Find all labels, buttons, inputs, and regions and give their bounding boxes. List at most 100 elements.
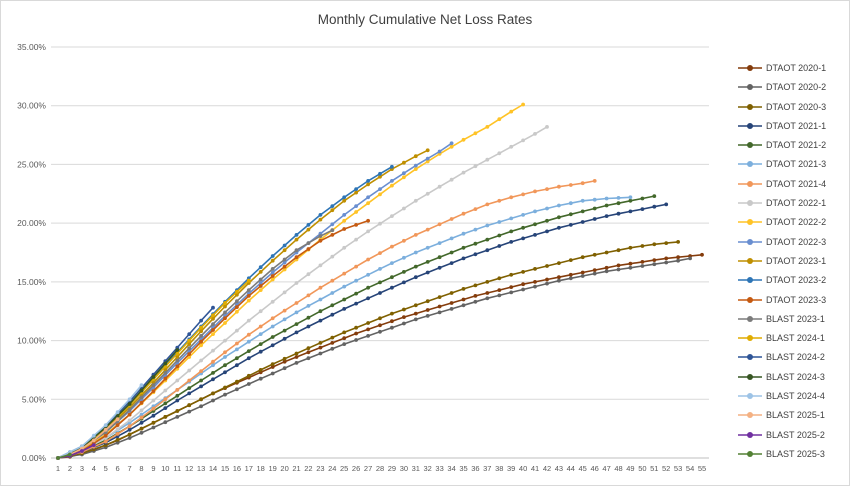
legend-item[interactable]: DTAOT 2021-2 xyxy=(738,140,848,150)
legend-item[interactable]: BLAST 2023-1 xyxy=(738,314,848,324)
series-marker xyxy=(211,313,215,318)
legend-item[interactable]: DTAOT 2023-2 xyxy=(738,275,848,285)
series-marker xyxy=(390,275,394,280)
x-tick-label: 48 xyxy=(614,464,622,473)
series-marker xyxy=(330,233,335,237)
x-tick-label: 13 xyxy=(197,464,205,473)
series-marker xyxy=(282,257,287,262)
legend-item[interactable]: DTAOT 2021-4 xyxy=(738,179,848,189)
legend-marker-icon xyxy=(738,354,762,361)
series-marker xyxy=(533,189,537,194)
series-marker xyxy=(568,201,573,206)
series-marker xyxy=(616,211,621,216)
series-marker xyxy=(604,269,609,274)
series-marker xyxy=(103,423,108,427)
legend-marker-icon xyxy=(738,65,762,71)
series-marker xyxy=(497,244,502,248)
series-marker xyxy=(306,350,311,355)
legend-item[interactable]: DTAOT 2021-1 xyxy=(738,121,848,131)
legend-item[interactable]: DTAOT 2022-1 xyxy=(738,198,848,208)
x-tick-label: 51 xyxy=(650,464,658,473)
legend-item[interactable]: DTAOT 2023-1 xyxy=(738,256,848,266)
series-marker xyxy=(258,324,263,329)
series-marker xyxy=(115,417,120,422)
series-marker xyxy=(270,343,275,348)
series-marker xyxy=(521,287,525,292)
series-marker xyxy=(425,245,430,250)
series-marker xyxy=(366,195,370,200)
legend-item[interactable]: BLAST 2024-3 xyxy=(738,372,848,382)
y-tick-label: 20.00% xyxy=(17,218,46,228)
legend-marker-icon xyxy=(738,431,762,438)
series-marker xyxy=(378,280,382,285)
legend-item[interactable]: DTAOT 2023-3 xyxy=(738,295,848,305)
legend-label: DTAOT 2020-2 xyxy=(766,82,827,93)
series-marker xyxy=(294,310,299,315)
legend-item[interactable]: DTAOT 2021-3 xyxy=(738,159,848,169)
x-tick-label: 16 xyxy=(233,464,241,473)
legend-item[interactable]: DTAOT 2020-3 xyxy=(738,102,848,112)
series-marker xyxy=(485,202,490,207)
series-marker xyxy=(270,254,275,258)
series-marker xyxy=(413,163,418,168)
series-marker xyxy=(282,336,287,341)
series-marker xyxy=(342,271,347,276)
series-marker xyxy=(199,404,204,409)
x-tick-label: 29 xyxy=(388,464,396,473)
series-marker xyxy=(521,225,525,230)
series-marker xyxy=(270,277,275,282)
series-marker xyxy=(246,356,251,361)
legend-item[interactable]: BLAST 2024-1 xyxy=(738,333,848,343)
series-marker xyxy=(199,343,204,348)
series-marker xyxy=(211,359,215,364)
series-marker xyxy=(485,237,490,242)
series-marker xyxy=(151,383,156,388)
legend-item[interactable]: BLAST 2025-1 xyxy=(738,410,848,420)
legend-item[interactable]: DTAOT 2020-1 xyxy=(738,63,848,73)
series-marker xyxy=(175,378,180,383)
series-marker xyxy=(270,371,275,376)
series-marker xyxy=(545,218,549,223)
series-marker xyxy=(270,258,275,263)
series-marker xyxy=(246,349,251,353)
series-marker xyxy=(652,262,657,267)
series-marker xyxy=(402,175,406,180)
series-marker xyxy=(628,265,633,270)
series-marker xyxy=(557,203,561,208)
series-marker xyxy=(366,296,370,301)
series-marker xyxy=(366,182,370,187)
series-marker xyxy=(199,334,204,338)
series-marker xyxy=(366,327,370,332)
legend-item[interactable]: DTAOT 2022-3 xyxy=(738,237,848,247)
series-marker xyxy=(223,370,227,375)
series-marker xyxy=(568,258,573,262)
series-marker xyxy=(485,125,490,129)
legend-item[interactable]: DTAOT 2020-2 xyxy=(738,82,848,92)
x-tick-label: 53 xyxy=(674,464,682,473)
legend-item[interactable]: BLAST 2025-2 xyxy=(738,430,848,440)
series-line xyxy=(57,229,333,459)
series-marker xyxy=(497,276,502,281)
legend-item[interactable]: BLAST 2024-2 xyxy=(738,352,848,362)
series-marker xyxy=(533,280,537,284)
legend-item[interactable]: DTAOT 2022-2 xyxy=(738,217,848,227)
series-marker xyxy=(425,270,430,275)
series-marker xyxy=(294,361,299,365)
series-marker xyxy=(223,321,227,325)
legend-item[interactable]: BLAST 2025-3 xyxy=(738,449,848,459)
series-marker xyxy=(235,305,239,309)
series-marker xyxy=(604,214,609,219)
series-marker xyxy=(592,268,597,272)
series-marker xyxy=(568,272,573,277)
legend-item[interactable]: BLAST 2024-4 xyxy=(738,391,848,401)
series-marker xyxy=(211,377,215,382)
series-marker xyxy=(425,227,430,232)
legend: DTAOT 2020-1 DTAOT 2020-2 DTAOT 2020-3 DTAO… xyxy=(738,63,848,459)
x-tick-label: 2 xyxy=(68,464,72,473)
series-marker xyxy=(413,264,418,269)
x-tick-label: 8 xyxy=(139,464,143,473)
series-marker xyxy=(449,236,454,241)
series-marker xyxy=(199,339,204,344)
